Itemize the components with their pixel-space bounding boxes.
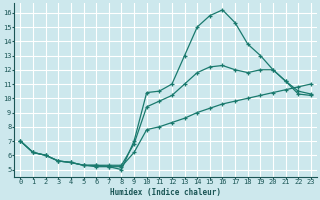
X-axis label: Humidex (Indice chaleur): Humidex (Indice chaleur) (110, 188, 221, 197)
